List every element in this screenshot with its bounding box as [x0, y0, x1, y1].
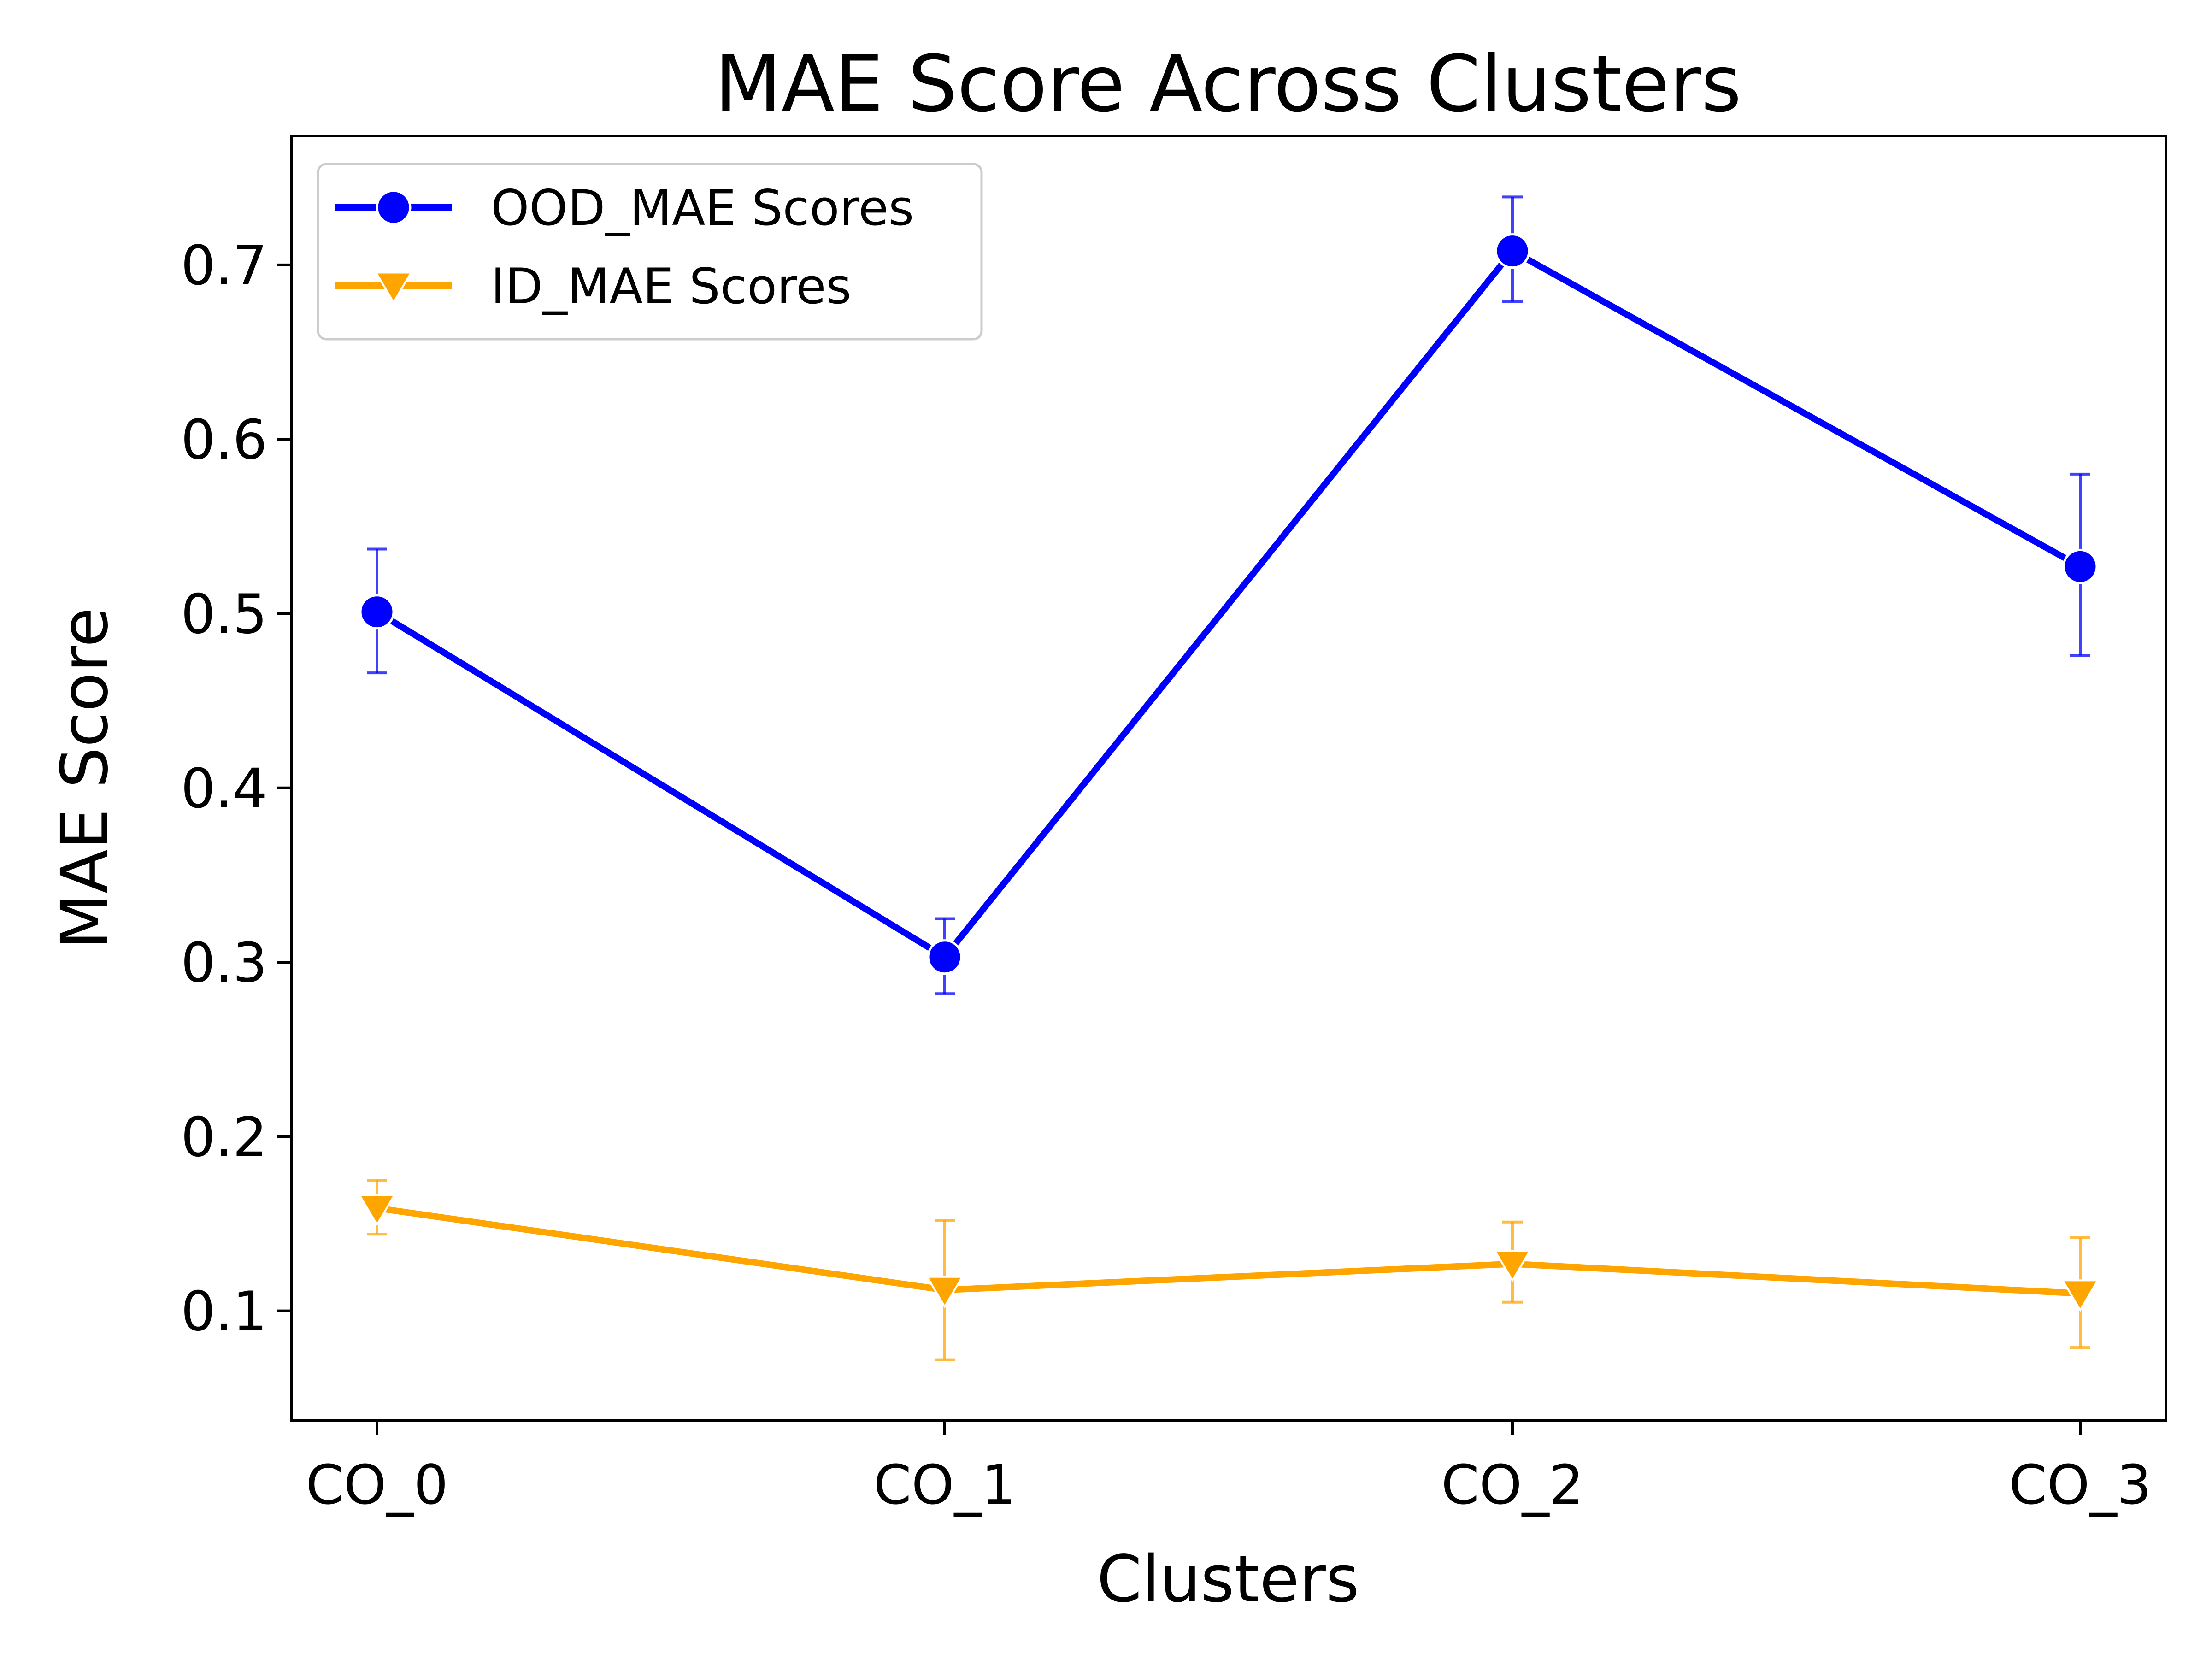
legend-entry-ood: OOD_MAE Scores [335, 180, 914, 236]
data-point [1494, 233, 1530, 269]
legend-marker [376, 189, 412, 225]
plot-area [358, 195, 2100, 1361]
series-ood [359, 195, 2098, 995]
legend-label: OOD_MAE Scores [491, 180, 914, 236]
y-tick-label: 0.6 [181, 408, 267, 471]
series-id [358, 1178, 2100, 1361]
data-point [1493, 1250, 1532, 1282]
data-point [358, 1194, 396, 1227]
data-point [2062, 548, 2098, 584]
plot-frame [290, 135, 2167, 1422]
x-tick-label: CO_1 [873, 1453, 1016, 1517]
y-tick-label: 0.3 [181, 931, 267, 994]
data-point [925, 1276, 964, 1309]
y-tick-label: 0.5 [181, 582, 267, 646]
y-tick-label: 0.4 [181, 757, 267, 820]
series-line [374, 247, 2083, 960]
legend: OOD_MAE Scores ID_MAE Scores [317, 163, 983, 341]
series-line [374, 1205, 2083, 1297]
x-tick-label: CO_2 [1441, 1453, 1583, 1517]
y-tick-label: 0.7 [181, 234, 267, 297]
legend-box [317, 163, 983, 341]
legend-items: OOD_MAE Scores ID_MAE Scores [335, 180, 914, 315]
axes-ticks: 0.1 0.2 0.3 0.4 0.5 0.6 0.7 CO_0 CO_1 CO_2 CO_3 [181, 234, 2151, 1517]
data-point [359, 594, 395, 630]
y-axis-label: MAE Score [47, 607, 123, 949]
y-tick-label: 0.1 [181, 1280, 267, 1343]
legend-marker [374, 271, 413, 305]
y-tick-label: 0.2 [181, 1105, 267, 1169]
x-axis-label: Clusters [1097, 1542, 1359, 1617]
legend-entry-id: ID_MAE Scores [335, 258, 852, 315]
x-tick-label: CO_3 [2009, 1453, 2151, 1517]
data-point [927, 939, 963, 975]
data-point [2061, 1279, 2100, 1312]
x-tick-label: CO_0 [306, 1453, 448, 1517]
legend-label: ID_MAE Scores [491, 258, 852, 315]
chart-title: MAE Score Across Clusters [715, 39, 1741, 129]
